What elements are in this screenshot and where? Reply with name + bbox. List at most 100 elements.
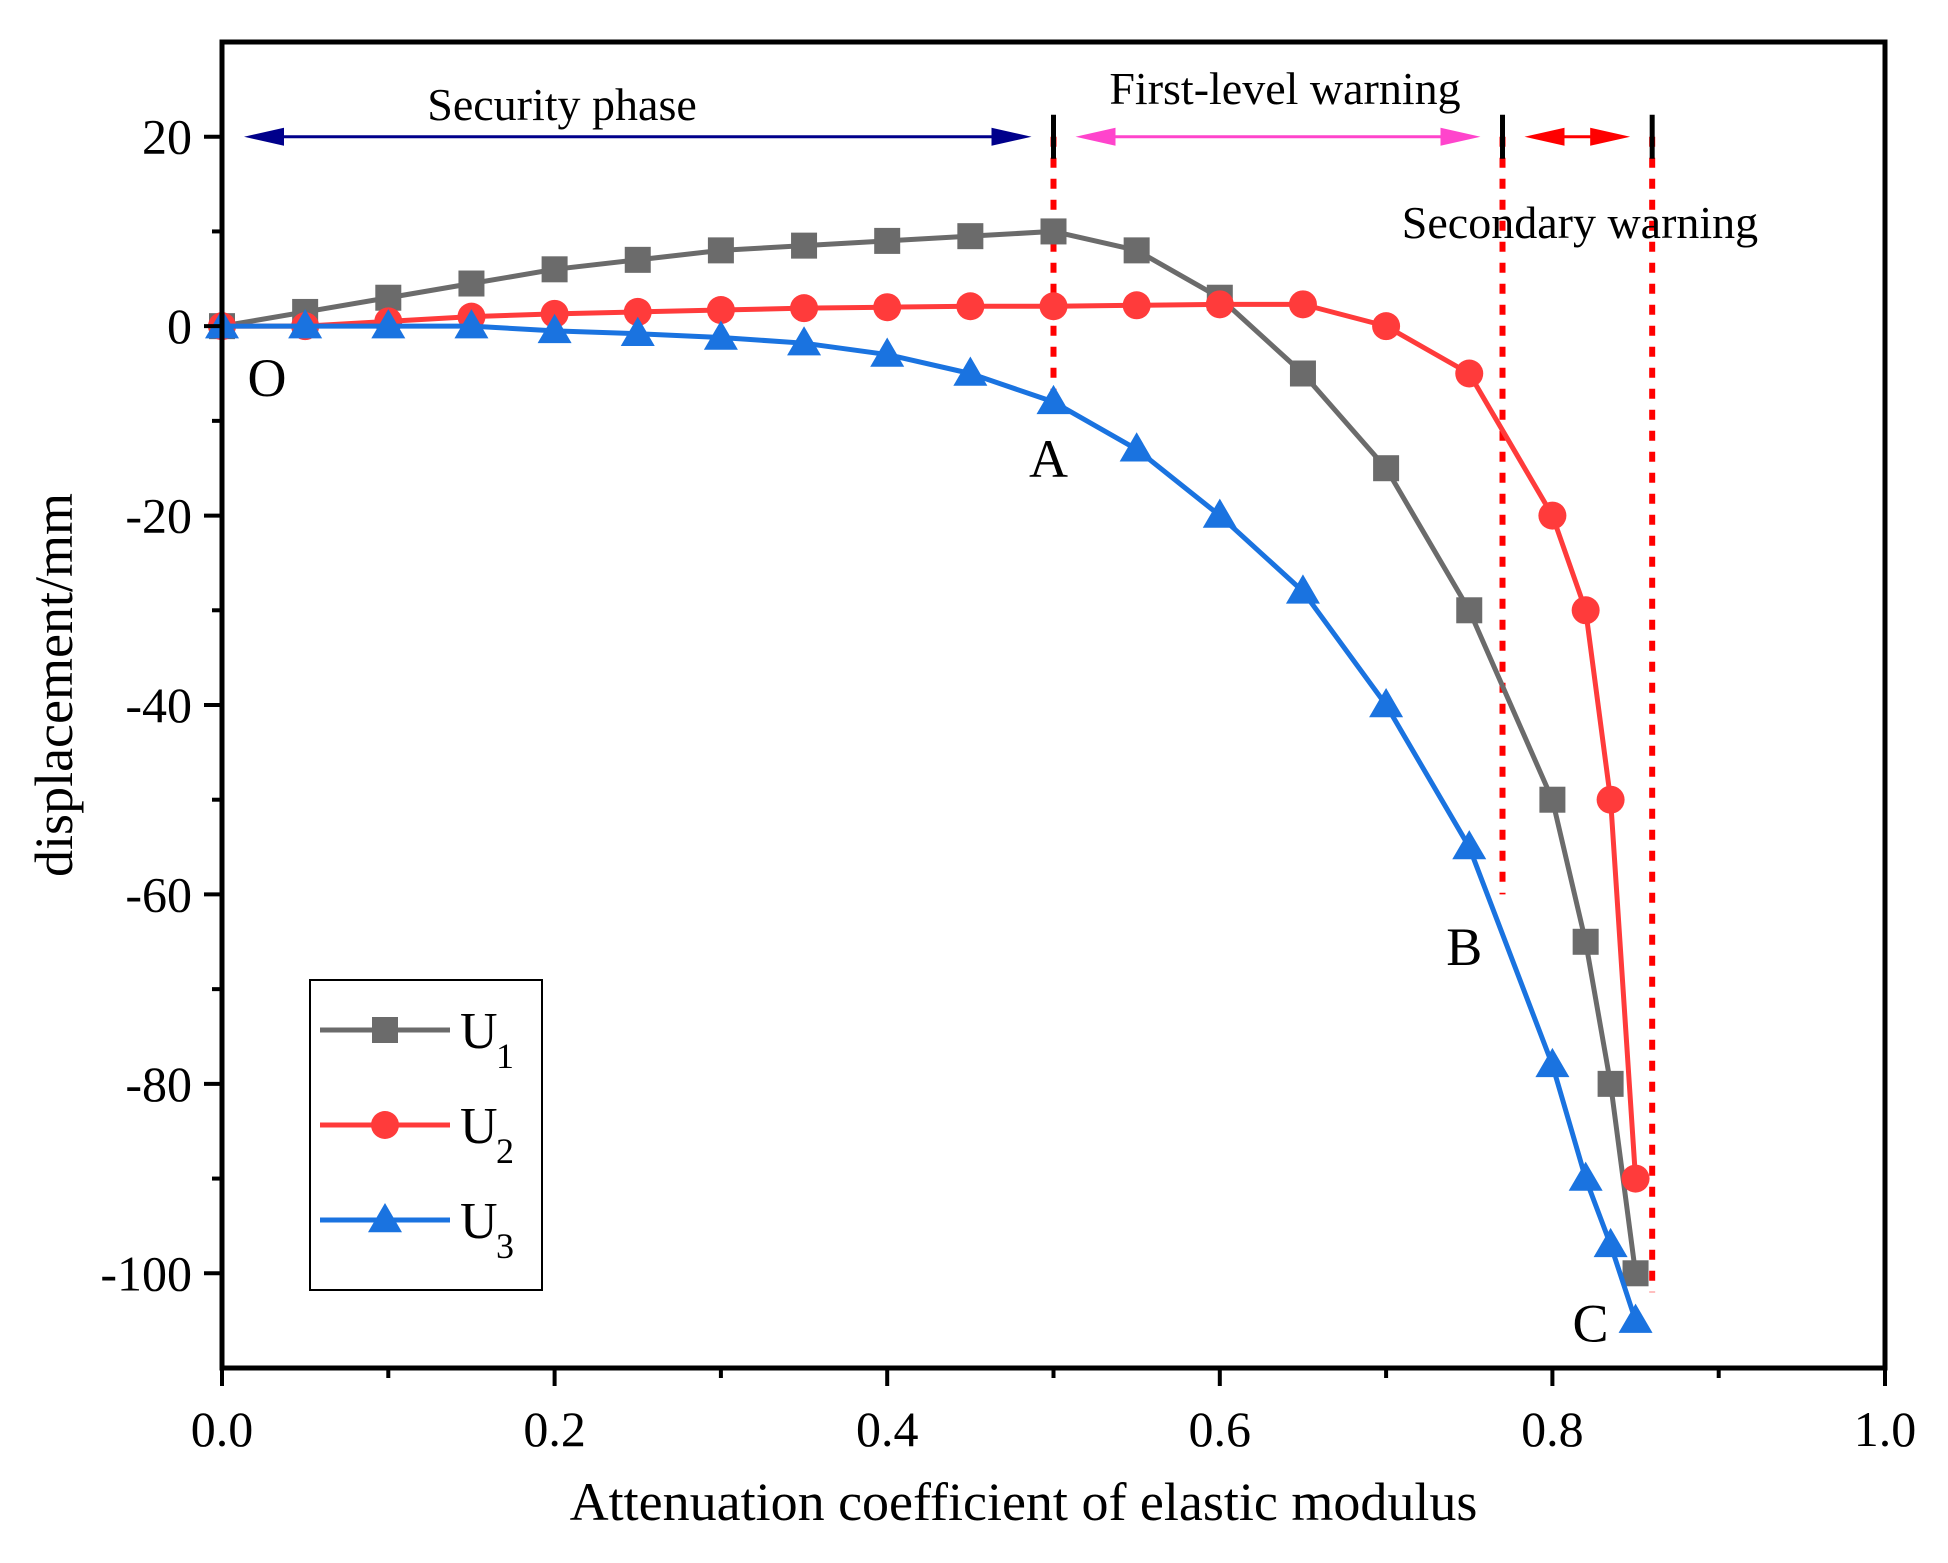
legend-label-subscript: 1	[496, 1036, 514, 1076]
series-line-U1	[221, 228, 1639, 1274]
data-point-U2	[706, 296, 735, 325]
point-label-B: B	[1446, 917, 1482, 977]
data-point-U1	[1597, 1070, 1624, 1097]
data-point-U3	[1568, 1161, 1603, 1191]
y-tick-label: -100	[100, 1245, 192, 1301]
data-point-U3	[1119, 432, 1154, 462]
data-point-U3	[288, 309, 323, 339]
x-tick-label: 0.2	[523, 1401, 586, 1457]
data-point-U3	[1369, 688, 1404, 718]
data-point-U1	[624, 246, 651, 273]
data-point-U2	[956, 292, 985, 321]
legend-label-subscript: 3	[496, 1226, 514, 1266]
data-point-U2	[1122, 291, 1151, 320]
data-point-U2	[1288, 290, 1317, 319]
legend-marker	[371, 1111, 399, 1139]
phase-arrow-head-right	[991, 127, 1032, 146]
data-point-U3	[620, 316, 655, 346]
legend-label: U	[460, 1098, 498, 1155]
data-point-U3	[371, 309, 406, 339]
data-point-U3	[703, 320, 738, 350]
point-label-A: A	[1029, 429, 1068, 489]
data-point-U2	[1538, 501, 1567, 530]
data-point-U3	[537, 313, 572, 344]
data-point-U2	[623, 297, 652, 326]
phase-label: Security phase	[427, 79, 697, 130]
data-point-U2	[1596, 785, 1625, 814]
data-point-U2	[540, 299, 569, 328]
legend-marker	[368, 1203, 402, 1233]
x-tick-label: 0.0	[191, 1401, 254, 1457]
data-point-U3	[870, 337, 905, 367]
phase-arrow-head-right	[1440, 127, 1481, 146]
legend-label: U	[460, 1193, 498, 1250]
data-point-U1	[458, 270, 485, 297]
data-point-U1	[791, 232, 818, 259]
phase-label: Secondary warning	[1402, 197, 1758, 248]
data-point-U2	[873, 293, 902, 322]
x-tick-label: 0.8	[1521, 1401, 1584, 1457]
y-axis-title: displacement/mm	[24, 493, 84, 877]
series-U3	[205, 309, 1653, 1333]
data-point-U1	[1123, 237, 1150, 264]
data-point-U3	[1618, 1303, 1653, 1333]
legend-item-U1: U1	[320, 1003, 514, 1076]
point-label-O: O	[248, 348, 287, 408]
y-tick-label: 20	[142, 109, 192, 165]
data-point-U2	[790, 294, 819, 323]
x-tick-label: 1.0	[1854, 1401, 1917, 1457]
series-line-U3	[222, 323, 1638, 1322]
data-point-U1	[541, 256, 568, 283]
y-tick-label: -20	[125, 488, 192, 544]
axes-layer: 0.0 0.2 0.4 0.6 0.8 1.0 20 0 -20 -40 -60 -80 -100 Att…	[24, 39, 1917, 1532]
data-point-U2	[1571, 596, 1600, 625]
phase-3	[1524, 127, 1631, 146]
data-point-U2	[1039, 292, 1068, 321]
y-tick-label: -40	[125, 677, 192, 733]
legend-label-subscript: 2	[496, 1131, 514, 1171]
data-point-U3	[787, 326, 822, 356]
data-point-U1	[1040, 218, 1067, 245]
legend-item-U3: U3	[320, 1193, 514, 1266]
y-tick-label: -60	[125, 866, 192, 922]
phase-arrow-head-left	[1524, 127, 1565, 146]
phase-1	[244, 127, 1032, 146]
x-tick-label: 0.4	[856, 1401, 919, 1457]
series-layer	[205, 218, 1653, 1333]
series-U1	[209, 218, 1649, 1287]
data-point-U3	[1285, 574, 1320, 604]
data-point-U1	[1572, 928, 1599, 955]
annotations-layer: O A B C	[248, 348, 1609, 1353]
data-point-U3	[1452, 830, 1487, 860]
phase-label: First-level warning	[1109, 63, 1460, 114]
data-point-U1	[1373, 455, 1400, 482]
data-point-U3	[1535, 1047, 1570, 1078]
data-point-U2	[1372, 312, 1401, 341]
point-label-C: C	[1573, 1293, 1609, 1353]
phase-arrow-head-left	[1075, 127, 1116, 146]
data-point-U2	[1205, 290, 1234, 319]
data-point-U1	[375, 284, 402, 311]
legend-item-U2: U2	[320, 1098, 514, 1171]
data-point-U2	[1455, 359, 1484, 388]
data-point-U2	[1621, 1164, 1650, 1193]
data-point-U3	[953, 356, 988, 386]
data-point-U1	[1539, 786, 1566, 813]
legend-label: U	[460, 1003, 498, 1060]
data-point-U1	[1289, 360, 1316, 387]
data-point-U1	[707, 237, 734, 264]
data-point-U3	[1593, 1227, 1628, 1258]
legend-marker	[372, 1017, 398, 1043]
data-point-U1	[874, 227, 901, 254]
data-point-U1	[1622, 1260, 1649, 1287]
y-tick-label: -80	[125, 1056, 192, 1112]
warning-lines-layer	[1050, 136, 1656, 1293]
phase-2	[1075, 127, 1481, 146]
y-tick-label: 0	[167, 298, 192, 354]
data-point-U3	[1202, 498, 1237, 528]
x-tick-label: 0.6	[1189, 1401, 1252, 1457]
data-point-U3	[454, 309, 489, 339]
